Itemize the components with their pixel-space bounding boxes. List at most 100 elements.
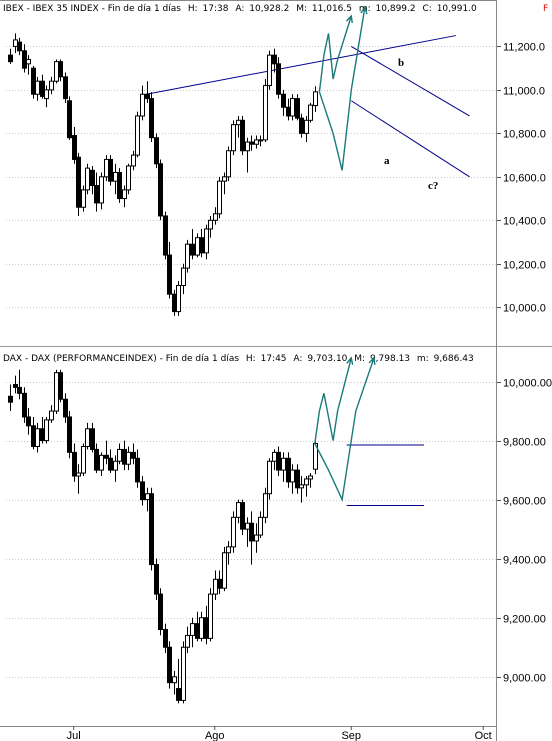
dax-candle bbox=[167, 641, 172, 689]
dax-header-h-label: H: bbox=[246, 354, 256, 364]
dax-candle bbox=[304, 476, 309, 497]
ibex-candle bbox=[122, 185, 127, 208]
ibex-projection-arrowhead-0 bbox=[345, 14, 353, 24]
ibex-candle bbox=[167, 242, 172, 299]
dax-candle-body bbox=[290, 469, 295, 483]
dax-candle bbox=[67, 411, 72, 459]
x-axis: Jul Ago Sep Oct bbox=[0, 726, 496, 741]
dax-candle bbox=[126, 446, 131, 471]
dax-header-sep2: - bbox=[160, 354, 166, 364]
dax-candle-body bbox=[204, 617, 209, 639]
dax-header-name: DAX (PERFORMANCEINDEX) bbox=[31, 354, 157, 364]
ibex-candle bbox=[149, 92, 154, 143]
dax-candle bbox=[172, 670, 177, 695]
dax-header-symbol: DAX bbox=[3, 354, 22, 364]
ibex-candle-body bbox=[26, 58, 31, 65]
ibex-projection-path-0 bbox=[318, 15, 352, 92]
dax-candle-body bbox=[231, 516, 236, 548]
ibex-candle-body bbox=[117, 171, 122, 200]
ibex-candle-body bbox=[231, 124, 236, 152]
ibex-y-axis: 10,000.0 10,200.0 10,400.0 10,600.0 10,800.0… bbox=[496, 42, 546, 315]
ibex-candle bbox=[213, 207, 218, 225]
ibex-candle bbox=[176, 281, 181, 316]
ibex-candle-body bbox=[135, 115, 140, 156]
dax-candle bbox=[158, 588, 163, 636]
ibex-candle bbox=[231, 120, 236, 156]
ibex-header-a-value: 10,928.2 bbox=[249, 4, 289, 14]
ibex-trendlines bbox=[146, 35, 470, 178]
dax-y-tick-label: 9,200.00 bbox=[503, 614, 546, 626]
dax-candle bbox=[140, 476, 145, 506]
dax-candle bbox=[117, 443, 122, 465]
ibex-candle-body bbox=[8, 54, 13, 63]
dax-header-sep1: - bbox=[25, 354, 31, 364]
dax-header-period: Fin de día 1 días bbox=[166, 354, 240, 364]
ibex-header-symbol: IBEX bbox=[3, 4, 24, 14]
dax-candle-body bbox=[217, 578, 222, 589]
dax-candle-body bbox=[67, 416, 72, 453]
dax-candle bbox=[295, 464, 300, 494]
ibex-candle-body bbox=[58, 61, 63, 78]
ibex-header-period: Fin de día 1 días bbox=[108, 4, 182, 14]
dax-candle bbox=[131, 443, 136, 465]
ibex-candle bbox=[135, 111, 140, 158]
ibex-annotation-c: c? bbox=[428, 180, 438, 192]
ibex-candle-body bbox=[217, 180, 222, 215]
dax-candle-body bbox=[131, 451, 136, 459]
dax-candle bbox=[185, 626, 190, 654]
dax-candle-body bbox=[90, 428, 95, 450]
ibex-projections bbox=[318, 5, 368, 171]
dax-candle bbox=[76, 464, 81, 494]
dax-candle-body bbox=[99, 454, 104, 471]
ibex-candle bbox=[31, 65, 36, 99]
dax-y-tick-label: 9,400.00 bbox=[503, 555, 546, 567]
ibex-candle bbox=[254, 135, 259, 149]
dax-candle-body bbox=[172, 676, 177, 684]
ibex-candle-body bbox=[249, 141, 254, 145]
ibex-candle bbox=[290, 94, 295, 121]
ibex-candle bbox=[281, 89, 286, 116]
ibex-candle-body bbox=[145, 93, 150, 100]
dax-candle bbox=[149, 487, 154, 571]
ibex-candle-body bbox=[226, 150, 231, 178]
ibex-candle-body bbox=[35, 80, 40, 95]
dax-candle-body bbox=[267, 460, 272, 495]
dax-candle-body bbox=[295, 469, 300, 489]
dax-candle bbox=[190, 617, 195, 648]
ibex-candle-body bbox=[313, 91, 318, 107]
dax-candle bbox=[226, 540, 231, 565]
ibex-candle-body bbox=[63, 76, 68, 100]
ibex-candle bbox=[94, 172, 99, 212]
dax-candle bbox=[72, 443, 77, 482]
dax-candle bbox=[85, 422, 90, 450]
ibex-y-tick-label: 10,200.0 bbox=[503, 260, 546, 272]
ibex-candle bbox=[140, 85, 145, 121]
dax-candle bbox=[181, 641, 186, 704]
dax-candle bbox=[135, 449, 140, 488]
ibex-candle bbox=[72, 126, 77, 164]
dax-candle-body bbox=[140, 481, 145, 501]
dax-candle-body bbox=[135, 457, 140, 483]
dax-candle-body bbox=[167, 646, 172, 684]
ibex-candle-body bbox=[17, 41, 22, 52]
dax-candle-body bbox=[263, 493, 268, 518]
ibex-candle-body bbox=[222, 176, 227, 182]
ibex-candle bbox=[258, 135, 263, 147]
ibex-candle bbox=[81, 185, 86, 212]
ibex-header-sep2: - bbox=[102, 4, 108, 14]
x-tick-label: Ago bbox=[205, 730, 225, 741]
ibex-candle bbox=[272, 48, 277, 73]
dax-candle-body bbox=[44, 419, 49, 442]
ibex-candle-body bbox=[85, 167, 90, 191]
ibex-candle-body bbox=[308, 104, 313, 121]
ibex-candle-body bbox=[286, 106, 291, 117]
dax-candle bbox=[208, 588, 213, 642]
ibex-candle bbox=[199, 228, 204, 258]
ibex-candle-body bbox=[90, 169, 95, 187]
dax-candle-body bbox=[85, 428, 90, 447]
ibex-candle-body bbox=[295, 98, 300, 119]
ibex-candle bbox=[8, 48, 13, 64]
dax-candle-body bbox=[104, 454, 109, 459]
dax-candle bbox=[240, 499, 245, 536]
